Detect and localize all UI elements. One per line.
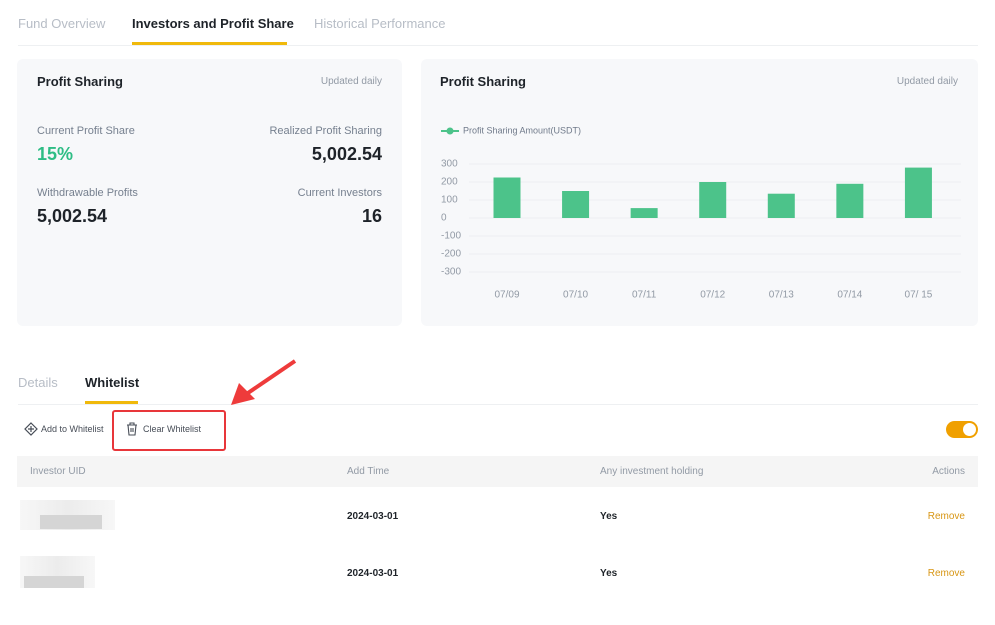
card-title: Profit Sharing <box>37 74 123 89</box>
y-tick-label: -300 <box>441 267 461 278</box>
cell: 2024-03-01 <box>347 511 399 522</box>
arrow <box>231 359 297 405</box>
tab-active[interactable]: Investors and Profit Share <box>132 16 294 31</box>
y-tick-label: 200 <box>441 177 458 188</box>
y-tick-label: 100 <box>441 195 458 206</box>
stat-value: 15% <box>37 144 74 164</box>
column-header: Any investment holding <box>600 466 704 477</box>
y-tick-label: -200 <box>441 249 461 260</box>
divider <box>18 45 978 46</box>
stat-label: Withdrawable Profits <box>37 187 138 199</box>
stat-value: 5,002.54 <box>37 206 108 226</box>
bar <box>493 177 521 218</box>
blurred-uid <box>20 556 95 588</box>
stat-value: 16 <box>361 206 382 226</box>
highlight-box <box>112 410 226 451</box>
y-tick-label: 0 <box>441 213 447 224</box>
x-tick-label: 07/12 <box>700 290 725 301</box>
x-tick-label: 07/11 <box>632 290 657 301</box>
clear-button[interactable]: Clear Whitelist <box>143 424 202 434</box>
subtab-underline <box>85 401 138 404</box>
cell: Yes <box>600 511 618 522</box>
bar <box>562 191 590 218</box>
chart-subtitle: Updated daily <box>896 76 958 87</box>
card-note: Updated daily <box>320 76 382 87</box>
column-header: Add Time <box>347 466 390 477</box>
remove-link[interactable]: Remove <box>927 568 965 579</box>
bar <box>767 193 795 218</box>
divider <box>18 404 978 405</box>
column-header: Investor UID <box>30 466 86 477</box>
bar <box>699 182 727 218</box>
y-tick-label: 300 <box>441 159 458 170</box>
legend-dot <box>446 127 454 135</box>
bar <box>836 183 864 218</box>
legend-label: Profit Sharing Amount(USDT) <box>463 125 581 135</box>
table-header <box>17 456 978 487</box>
x-tick-label: 07/14 <box>837 290 862 301</box>
x-tick-label: 07/09 <box>494 290 519 301</box>
stat-label: Current Investors <box>297 187 382 199</box>
stat-label: Realized Profit Sharing <box>269 125 382 137</box>
subtab-active[interactable]: Whitelist <box>85 375 140 390</box>
stat-label: Current Profit Share <box>37 125 135 137</box>
tab[interactable]: Fund Overview <box>18 16 106 31</box>
add-icon <box>24 422 38 436</box>
add-button[interactable]: Add to Whitelist <box>41 424 104 434</box>
chart-title: Profit Sharing <box>440 74 526 89</box>
x-tick-label: 07/13 <box>769 290 794 301</box>
x-tick-label: 07/10 <box>563 290 588 301</box>
cell: 2024-03-01 <box>347 568 399 579</box>
x-tick-label: 07/ 15 <box>905 290 933 301</box>
bar <box>630 208 658 218</box>
subtab[interactable]: Details <box>18 375 58 390</box>
trash-icon <box>127 422 137 436</box>
tab[interactable]: Historical Performance <box>314 16 446 31</box>
blurred-uid <box>20 500 115 530</box>
overview-card: Profit Sharing Updated daily Current Pro… <box>17 59 402 326</box>
tab-underline <box>132 42 287 45</box>
y-tick-label: -100 <box>441 231 461 242</box>
remove-link[interactable]: Remove <box>927 511 965 522</box>
bar <box>904 167 932 218</box>
chart: Profit Sharing Amount(USDT) -300 -200 -100 0… <box>441 125 961 301</box>
stat-value: 5,002.54 <box>311 144 382 164</box>
cell: Yes <box>600 568 618 579</box>
chart-card: Profit Sharing Updated daily Profit Shar… <box>421 59 978 326</box>
toggle[interactable] <box>946 421 978 438</box>
column-header: Actions <box>932 466 965 477</box>
